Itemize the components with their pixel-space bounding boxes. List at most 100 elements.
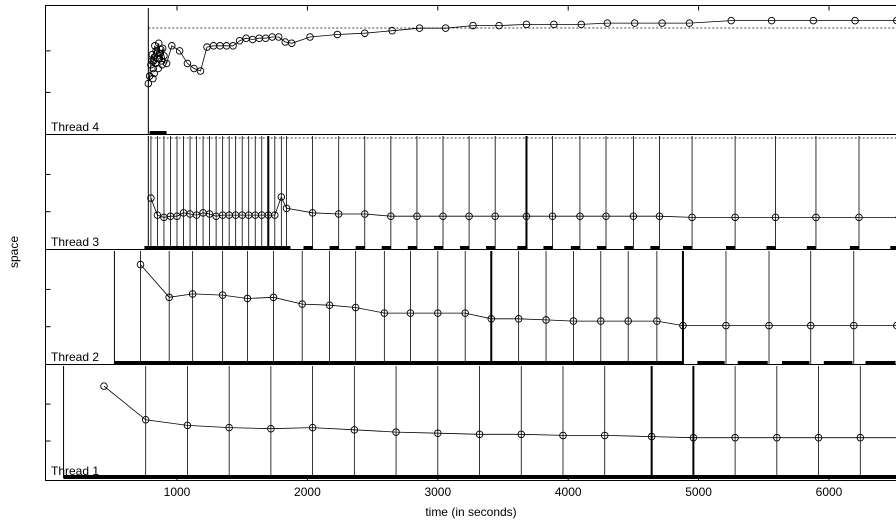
data-point (288, 39, 296, 48)
activity-segment (766, 246, 776, 250)
data-point (351, 303, 360, 312)
data-point (149, 74, 157, 83)
activity-segment (303, 246, 313, 250)
activity-segment (63, 475, 896, 479)
thread-label: Thread 1 (51, 464, 99, 478)
data-point (491, 212, 499, 220)
data-point (350, 426, 359, 434)
data-point (475, 430, 484, 439)
data-point (380, 309, 389, 317)
data-point (856, 433, 865, 442)
data-point (893, 321, 896, 330)
activity-segment (355, 246, 365, 250)
data-point (150, 69, 158, 78)
activity-segment (407, 246, 417, 250)
data-point (851, 16, 859, 25)
data-point (218, 291, 227, 299)
data-point (267, 424, 275, 433)
data-point (306, 33, 314, 41)
data-point (765, 321, 773, 330)
data-point (334, 210, 343, 218)
data-point (415, 24, 424, 32)
data-point (173, 212, 181, 220)
data-point (141, 416, 150, 424)
data-point (192, 211, 201, 219)
data-point (271, 211, 279, 219)
data-point (392, 428, 400, 436)
data-point (157, 45, 165, 54)
data-point (151, 42, 159, 50)
activity-segment (433, 246, 444, 250)
data-point (655, 212, 664, 220)
activity-segment (650, 246, 660, 250)
data-point (183, 421, 192, 430)
data-point (487, 315, 496, 323)
activity-segment (682, 246, 693, 250)
data-point (689, 433, 698, 442)
activity-segment (624, 246, 634, 250)
x-tick-label: 3000 (424, 485, 451, 499)
x-tick-label: 4000 (555, 485, 582, 499)
data-point (542, 316, 550, 324)
data-point (333, 30, 342, 39)
activity-segment (381, 246, 391, 250)
data-point (154, 64, 162, 73)
data-point (235, 37, 244, 45)
data-point (225, 423, 233, 432)
activity-segment (823, 361, 853, 365)
data-point (439, 212, 447, 220)
activity-segment (865, 361, 896, 365)
data-point (387, 212, 395, 220)
activity-segment (737, 361, 768, 365)
data-point (722, 321, 730, 330)
data-point (771, 213, 780, 222)
data-point (361, 29, 369, 37)
x-axis-label: time (in seconds) (425, 505, 516, 519)
series-line (140, 264, 896, 326)
data-point (517, 430, 526, 439)
data-point (162, 59, 171, 68)
data-point (688, 213, 696, 222)
data-point (144, 79, 153, 88)
data-point (576, 212, 584, 220)
data-point (469, 21, 477, 30)
data-point (205, 210, 214, 218)
data-point (569, 317, 578, 325)
x-tick-label: 5000 (685, 485, 712, 499)
thread-4-range-box (147, 27, 896, 139)
plot-frame (45, 5, 896, 481)
data-point (413, 212, 421, 220)
data-point (550, 20, 558, 29)
activity-segment (459, 246, 470, 250)
x-tick-label: 2000 (294, 485, 321, 499)
series-line (103, 385, 896, 439)
data-point (100, 382, 108, 390)
data-point (597, 317, 605, 325)
data-point (624, 317, 632, 325)
data-point (731, 433, 739, 442)
data-point (165, 293, 173, 302)
activity-segment (149, 131, 167, 135)
data-point (282, 204, 291, 213)
data-point (773, 433, 781, 442)
data-point (522, 20, 531, 29)
data-point (190, 64, 198, 73)
data-point (243, 294, 252, 303)
data-point (548, 212, 557, 220)
data-point (153, 211, 162, 219)
data-point (434, 429, 442, 437)
data-point (308, 209, 317, 217)
series-thread-3: Thread 3 (45, 136, 896, 250)
series-thread-4: Thread 4 (45, 8, 896, 139)
data-point (277, 193, 286, 201)
data-point (647, 432, 656, 441)
data-point (298, 300, 306, 308)
data-point (147, 194, 155, 202)
thread-lanes: Thread 1 Thread 2 Thread 3 Thread 4 (45, 8, 896, 479)
series-thread-1: Thread 1 (45, 366, 896, 479)
thread-label: Thread 3 (51, 235, 99, 249)
data-point (308, 423, 317, 432)
activity-segment (596, 246, 607, 250)
activity-segment (725, 246, 736, 250)
